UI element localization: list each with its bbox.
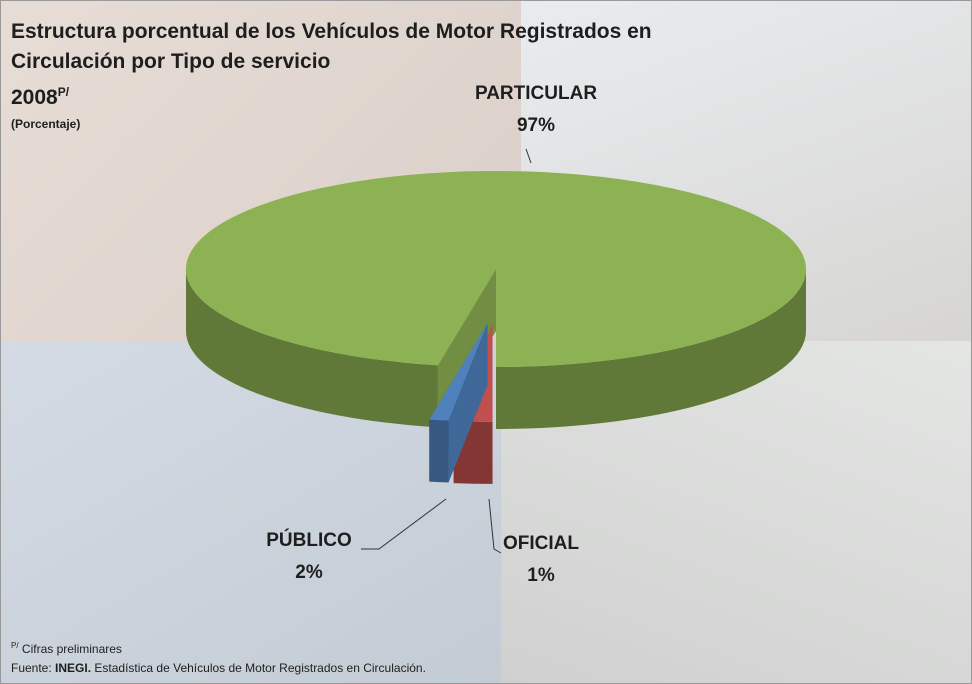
footnote: P/ Cifras preliminares bbox=[11, 641, 122, 656]
slice-wall bbox=[185, 269, 438, 428]
source-label: Fuente: bbox=[11, 661, 52, 675]
pie-slice bbox=[185, 170, 806, 367]
leader-line bbox=[488, 498, 502, 554]
leader-line bbox=[525, 148, 532, 164]
source-text: Estadística de Vehículos de Motor Regist… bbox=[94, 661, 426, 675]
year: 2008P/ bbox=[11, 85, 69, 110]
slice-wall bbox=[496, 269, 806, 429]
source: Fuente: INEGI. Estadística de Vehículos … bbox=[11, 661, 426, 675]
category-label: PÚBLICO bbox=[266, 529, 352, 551]
category-label: PARTICULAR bbox=[475, 83, 597, 104]
note-marker: P/ bbox=[11, 641, 19, 650]
year-text: 2008 bbox=[11, 86, 58, 109]
note-text: Cifras preliminares bbox=[21, 642, 122, 656]
subtitle: (Porcentaje) bbox=[11, 117, 81, 131]
value-label: 2% bbox=[295, 562, 323, 583]
slice-wall bbox=[429, 419, 449, 483]
category-label: OFICIAL bbox=[503, 533, 579, 554]
source-org: INEGI. bbox=[55, 661, 92, 675]
pie-slice bbox=[429, 323, 488, 421]
chart-title: Estructura porcentual de los Vehículos d… bbox=[11, 20, 652, 73]
year-note: P/ bbox=[57, 85, 70, 99]
value-label: 97% bbox=[517, 115, 555, 136]
leader-line bbox=[361, 498, 447, 550]
value-label: 1% bbox=[527, 565, 555, 586]
